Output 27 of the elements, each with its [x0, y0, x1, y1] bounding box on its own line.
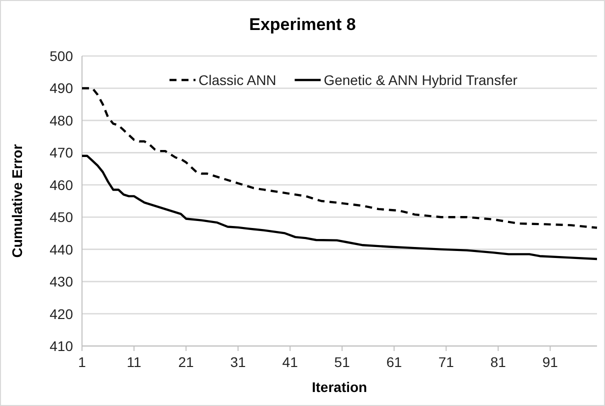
y-tick-label: 430	[50, 274, 74, 290]
y-axis-title: Cumulative Error	[9, 144, 25, 258]
line-series	[80, 154, 598, 260]
y-tick-label: 410	[50, 338, 74, 354]
legend-label: Classic ANN	[198, 72, 276, 88]
x-axis-title: Iteration	[312, 379, 368, 395]
line-series	[80, 87, 598, 229]
y-tick-label: 460	[50, 176, 74, 193]
y-tick-label: 480	[50, 112, 74, 128]
x-tick-label: 31	[230, 354, 246, 370]
x-tick-label: 91	[542, 354, 558, 370]
y-tick-label: 490	[50, 80, 74, 96]
x-tick-label: 51	[334, 354, 350, 370]
x-tick-label: 1	[78, 354, 86, 370]
x-tick-label: 61	[386, 354, 402, 370]
y-tick-label: 470	[50, 144, 74, 161]
x-tick-label: 81	[490, 354, 506, 370]
x-tick-label: 41	[282, 354, 298, 370]
chart-title: Experiment 8	[249, 15, 356, 34]
x-tick-label: 11	[126, 354, 142, 370]
x-tick-label: 21	[178, 354, 194, 370]
y-tick-label: 440	[50, 241, 74, 258]
y-tick-label: 420	[50, 306, 74, 322]
legend-label: Genetic & ANN Hybrid Transfer	[324, 72, 518, 88]
y-tick-label: 450	[50, 209, 74, 226]
x-tick-label: 71	[438, 354, 454, 370]
y-tick-label: 500	[50, 48, 74, 64]
